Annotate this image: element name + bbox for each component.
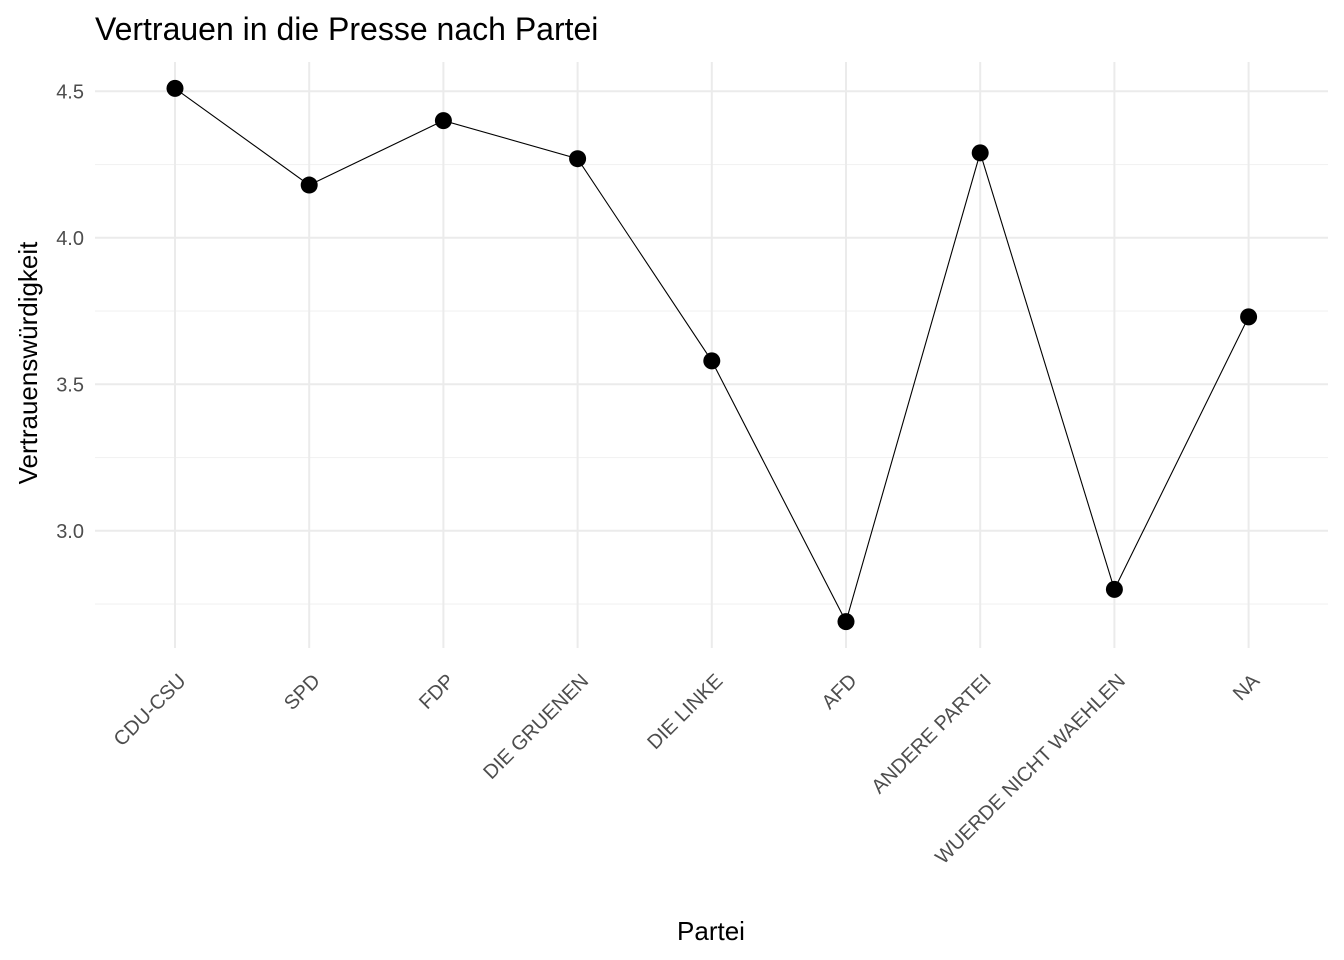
x-tick-label: DIE GRUENEN (479, 670, 593, 784)
x-axis-ticks: CDU-CSU SPD FDP DIE GRUENEN DIE LINKE AFD ANDE… (110, 670, 1265, 869)
x-tick-label: AFD (818, 670, 862, 714)
data-point (300, 176, 318, 194)
data-point (837, 613, 855, 631)
data-point (1240, 308, 1258, 326)
x-tick-label: FDP (415, 670, 459, 714)
points-layer (166, 79, 1258, 631)
data-point (1105, 580, 1123, 598)
x-tick-label: SPD (280, 670, 325, 715)
x-axis-title: Partei (677, 916, 745, 946)
data-point (703, 352, 721, 370)
y-tick-label: 4.5 (56, 81, 84, 103)
x-tick-label: DIE LINKE (643, 670, 727, 754)
data-point (166, 79, 184, 97)
y-axis-ticks: 3.0 3.5 4.0 4.5 (56, 81, 84, 543)
y-axis-title: Vertrauenswürdigkeit (13, 241, 43, 485)
x-tick-label: CDU-CSU (110, 670, 191, 751)
y-tick-label: 4.0 (56, 228, 84, 250)
y-tick-label: 3.5 (56, 374, 84, 396)
x-tick-label: NA (1229, 670, 1265, 706)
data-point (434, 112, 452, 130)
chart-title: Vertrauen in die Presse nach Partei (95, 11, 598, 47)
data-point (971, 144, 989, 162)
y-tick-label: 3.0 (56, 521, 84, 543)
data-point (569, 150, 587, 168)
x-tick-label: ANDERE PARTEI (868, 670, 996, 798)
